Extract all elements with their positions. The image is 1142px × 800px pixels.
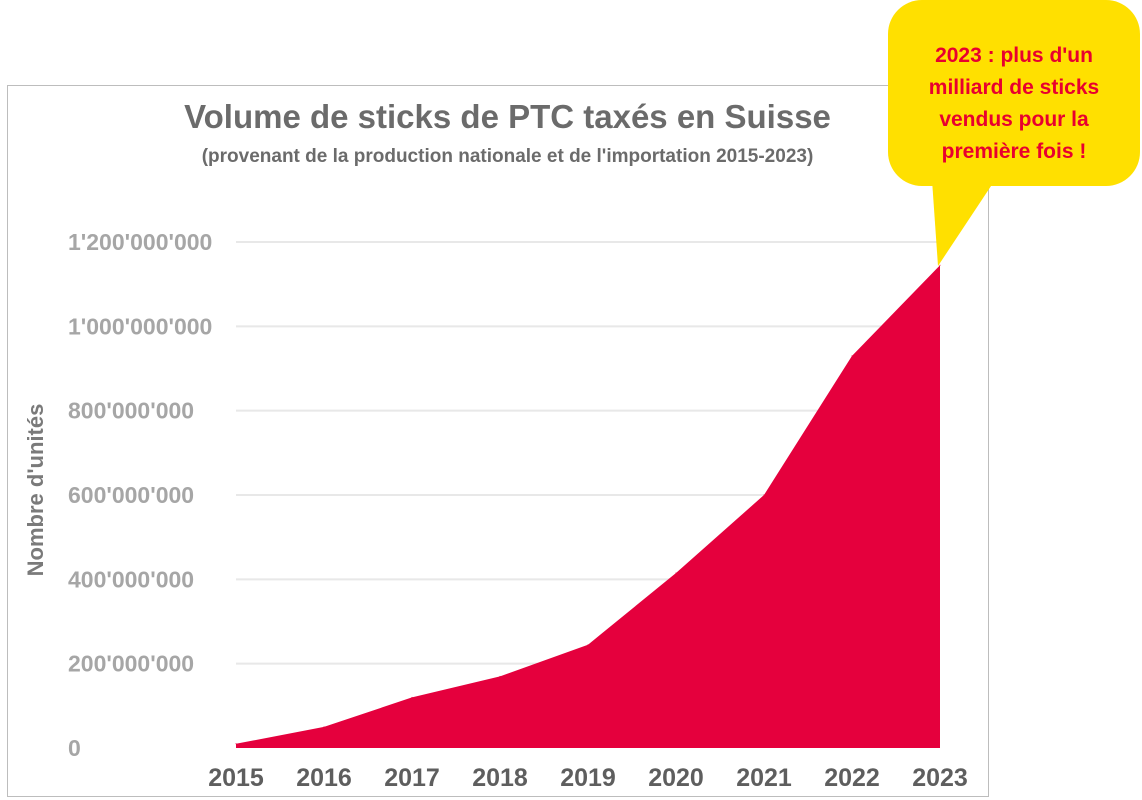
callout-line: 2023 : plus d'un [935,44,1093,67]
x-tick-label: 2020 [648,764,704,792]
x-tick-label: 2017 [384,764,440,792]
area-fill [236,265,940,748]
x-tick-label: 2015 [208,764,264,792]
data-point [587,644,589,646]
data-point [499,675,501,677]
data-point [235,743,237,745]
y-tick-label: 200'000'000 [68,651,194,677]
chart-title: Volume de sticks de PTC taxés en Suisse [184,98,831,135]
callout-line: milliard de sticks [928,76,1100,99]
callout-pointer-triangle [932,180,995,266]
callout-line: première fois ! [941,140,1087,163]
x-axis-tick-labels: 2015 2016 2017 2018 2019 2020 2021 2022 2023 [208,764,968,792]
x-tick-label: 2021 [736,764,792,792]
y-axis-tick-labels: 0 200'000'000 400'000'000 600'000'000 800'00… [68,229,212,761]
callout-text: 2023 : plus d'un milliard de sticks vend… [888,40,1140,168]
y-axis-label: Nombre d'unités [23,404,48,577]
data-point [851,355,853,357]
x-tick-label: 2016 [296,764,352,792]
y-tick-label: 1'000'000'000 [68,313,212,339]
data-point [411,696,413,698]
callout-bubble [888,0,1140,186]
data-point [939,264,941,266]
y-tick-label: 0 [68,735,81,761]
y-tick-label: 600'000'000 [68,482,194,508]
x-tick-label: 2022 [824,764,880,792]
x-tick-label: 2018 [472,764,528,792]
x-tick-label: 2019 [560,764,616,792]
chart-subtitle: (provenant de la production nationale et… [201,146,814,167]
data-point [763,494,765,496]
data-point [323,726,325,728]
callout-line: vendus pour la [939,108,1089,131]
y-tick-label: 400'000'000 [68,566,194,592]
data-point [675,572,677,574]
y-tick-label: 1'200'000'000 [68,229,212,255]
y-tick-label: 800'000'000 [68,398,194,424]
x-tick-label: 2023 [912,764,968,792]
area-series [235,264,941,748]
